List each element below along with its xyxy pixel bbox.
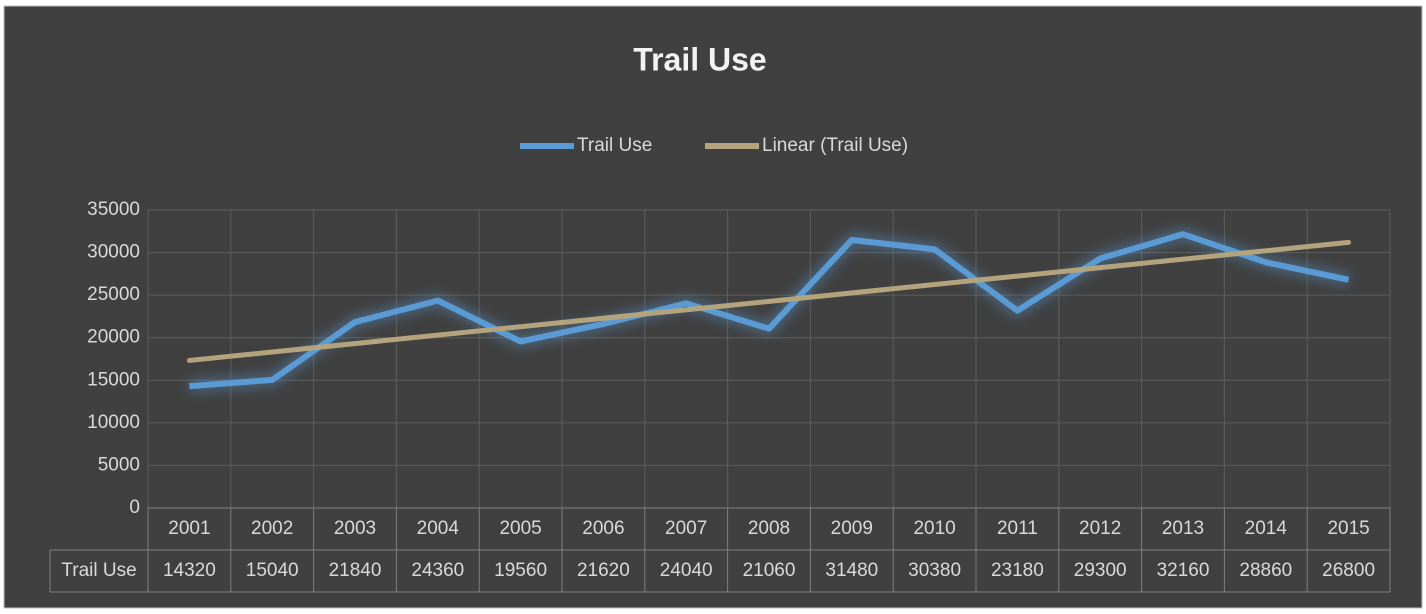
table-value: 31480 bbox=[825, 560, 878, 581]
x-tick-label: 2012 bbox=[1079, 518, 1121, 539]
y-tick-label: 15000 bbox=[87, 369, 140, 390]
x-tick-label: 2002 bbox=[251, 518, 293, 539]
x-tick-label: 2001 bbox=[168, 518, 210, 539]
table-row-header: Trail Use bbox=[61, 560, 136, 581]
x-tick-label: 2015 bbox=[1327, 518, 1369, 539]
x-tick-label: 2013 bbox=[1162, 518, 1204, 539]
x-tick-label: 2011 bbox=[997, 518, 1038, 539]
table-value: 28860 bbox=[1239, 560, 1292, 581]
trendline bbox=[186, 239, 1352, 363]
x-tick-label: 2007 bbox=[665, 518, 707, 539]
legend: Trail Use Linear (Trail Use) bbox=[520, 135, 908, 156]
legend-label: Trail Use bbox=[577, 135, 652, 156]
x-tick-label: 2014 bbox=[1245, 518, 1288, 539]
y-tick-label: 35000 bbox=[87, 199, 140, 220]
chart-title: Trail Use bbox=[633, 41, 766, 77]
x-tick-label: 2004 bbox=[417, 518, 460, 539]
table-value: 14320 bbox=[163, 560, 216, 581]
table-value: 15040 bbox=[246, 560, 299, 581]
x-tick-label: 2010 bbox=[913, 518, 955, 539]
table-value: 32160 bbox=[1157, 560, 1210, 581]
table-value: 24360 bbox=[411, 560, 464, 581]
x-tick-label: 2006 bbox=[582, 518, 624, 539]
table-value: 29300 bbox=[1074, 560, 1127, 581]
x-tick-label: 2009 bbox=[831, 518, 873, 539]
x-tick-label: 2008 bbox=[748, 518, 790, 539]
y-tick-label: 30000 bbox=[87, 242, 140, 263]
table-value: 26800 bbox=[1322, 560, 1375, 581]
x-tick-label: 2003 bbox=[334, 518, 376, 539]
table-value: 23180 bbox=[991, 560, 1044, 581]
table-value: 19560 bbox=[494, 560, 547, 581]
table-value: 30380 bbox=[908, 560, 961, 581]
legend-label: Linear (Trail Use) bbox=[762, 135, 908, 156]
y-tick-label: 0 bbox=[129, 497, 140, 518]
table-value: 24040 bbox=[660, 560, 713, 581]
table-value: 21060 bbox=[743, 560, 796, 581]
table-value: 21620 bbox=[577, 560, 630, 581]
line bbox=[189, 231, 1350, 390]
table-value: 21840 bbox=[329, 560, 382, 581]
y-tick-label: 20000 bbox=[87, 327, 140, 348]
y-tick-label: 25000 bbox=[87, 284, 140, 305]
y-tick-label: 5000 bbox=[98, 454, 140, 475]
y-tick-label: 10000 bbox=[87, 412, 140, 433]
x-tick-label: 2005 bbox=[499, 518, 541, 539]
